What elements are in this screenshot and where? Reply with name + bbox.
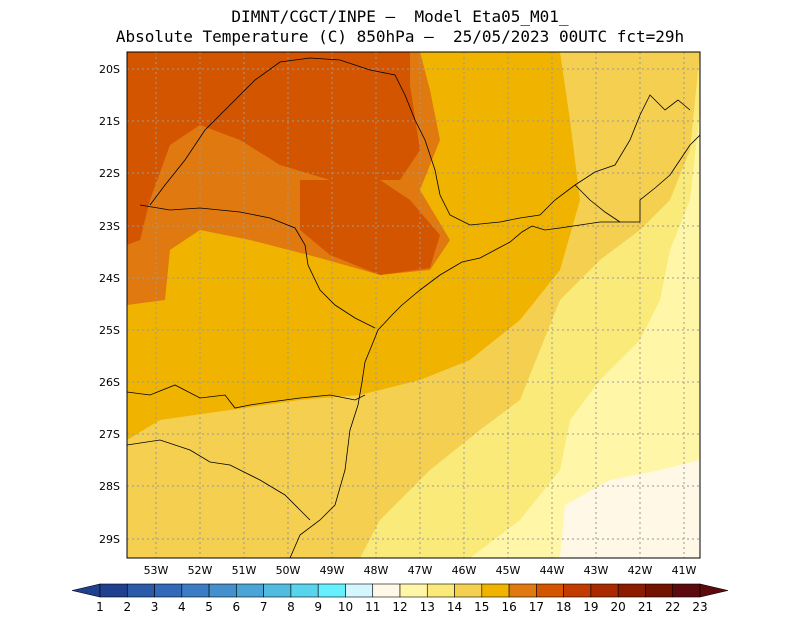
colorbar-swatch bbox=[290, 583, 319, 598]
lon-label: 41W bbox=[672, 564, 697, 577]
colorbar-label: 17 bbox=[529, 600, 544, 614]
colorbar-label: 19 bbox=[583, 600, 598, 614]
lon-label: 48W bbox=[364, 564, 389, 577]
lon-label: 51W bbox=[232, 564, 257, 577]
colorbar-swatch bbox=[590, 583, 619, 598]
state-border bbox=[127, 384, 366, 409]
lon-label: 50W bbox=[276, 564, 301, 577]
colorbar-swatch bbox=[399, 583, 428, 598]
title-line-1: DIMNT/CGCT/INPE – Model Eta05_M01_ bbox=[231, 7, 569, 26]
colorbar-arrow-right bbox=[699, 583, 729, 598]
coastline-and-borders bbox=[127, 57, 700, 558]
state-border bbox=[127, 439, 311, 521]
colorbar-swatch bbox=[345, 583, 374, 598]
colorbar-label: 13 bbox=[420, 600, 435, 614]
lat-label: 23S bbox=[99, 220, 120, 233]
colorbar-swatch bbox=[645, 583, 674, 598]
colorbar-label: 15 bbox=[474, 600, 489, 614]
colorbar-label: 11 bbox=[365, 600, 380, 614]
colorbar-swatch bbox=[208, 583, 237, 598]
lat-label: 20S bbox=[99, 63, 120, 76]
colorbar-label: 12 bbox=[392, 600, 407, 614]
map-frame bbox=[126, 51, 701, 559]
colorbar-swatch bbox=[181, 583, 210, 598]
lon-label: 46W bbox=[452, 564, 477, 577]
lon-label: 49W bbox=[320, 564, 345, 577]
colorbar-label: 2 bbox=[123, 600, 131, 614]
colorbar-swatch bbox=[563, 583, 592, 598]
colorbar-swatch bbox=[617, 583, 646, 598]
state-border bbox=[574, 184, 621, 223]
colorbar-label: 18 bbox=[556, 600, 571, 614]
colorbar-label: 1 bbox=[96, 600, 104, 614]
state-border bbox=[139, 204, 376, 329]
colorbar-swatch bbox=[454, 583, 483, 598]
colorbar-arrow-left bbox=[71, 583, 101, 598]
lon-label: 52W bbox=[188, 564, 213, 577]
colorbar-swatch bbox=[481, 583, 510, 598]
colorbar-label: 23 bbox=[692, 600, 707, 614]
colorbar-swatch bbox=[508, 583, 537, 598]
colorbar-label: 5 bbox=[205, 600, 213, 614]
lon-label: 42W bbox=[628, 564, 653, 577]
colorbar: 1 2 3 4 5 6 7 8 9 10 11 12 13 14 15 16 17 18 19 20 21 22 23 bbox=[71, 583, 729, 614]
colorbar-swatch bbox=[236, 583, 264, 598]
colorbar-label: 6 bbox=[233, 600, 241, 614]
colorbar-swatch bbox=[672, 583, 701, 598]
colorbar-label: 7 bbox=[260, 600, 268, 614]
lat-label: 22S bbox=[99, 167, 120, 180]
lat-label: 25S bbox=[99, 324, 120, 337]
colorbar-swatch bbox=[372, 583, 401, 598]
field-12 bbox=[470, 110, 700, 558]
colorbar-swatch bbox=[426, 583, 455, 598]
colorbar-label: 10 bbox=[338, 600, 353, 614]
colorbar-label: 4 bbox=[178, 600, 186, 614]
field-11 bbox=[560, 460, 700, 558]
colorbar-swatch bbox=[126, 583, 155, 598]
coastline bbox=[289, 221, 640, 558]
lat-label: 21S bbox=[99, 115, 120, 128]
lon-label: 43W bbox=[584, 564, 609, 577]
graticule bbox=[127, 52, 700, 558]
coastline bbox=[639, 134, 700, 222]
colorbar-swatch bbox=[317, 583, 346, 598]
lon-label: 47W bbox=[408, 564, 433, 577]
colorbar-label: 9 bbox=[314, 600, 322, 614]
title-line-2: Absolute Temperature (C) 850hPa – 25/05/… bbox=[115, 27, 685, 46]
field-17 bbox=[127, 52, 420, 245]
lat-label: 27S bbox=[99, 428, 120, 441]
colorbar-label: 22 bbox=[665, 600, 680, 614]
lon-label: 53W bbox=[144, 564, 169, 577]
temperature-field bbox=[127, 52, 700, 558]
colorbar-swatch bbox=[99, 583, 128, 598]
colorbar-label: 3 bbox=[151, 600, 159, 614]
colorbar-swatch bbox=[154, 583, 183, 598]
colorbar-label: 21 bbox=[638, 600, 653, 614]
colorbar-label: 16 bbox=[501, 600, 516, 614]
colorbar-swatch bbox=[536, 583, 564, 598]
state-border bbox=[539, 94, 691, 216]
lon-label: 45W bbox=[496, 564, 521, 577]
colorbar-label: 8 bbox=[287, 600, 295, 614]
lat-label: 24S bbox=[99, 272, 120, 285]
colorbar-label: 14 bbox=[447, 600, 462, 614]
lat-label: 29S bbox=[99, 533, 120, 546]
colorbar-label: 20 bbox=[611, 600, 626, 614]
lat-label: 28S bbox=[99, 480, 120, 493]
lat-label: 26S bbox=[99, 376, 120, 389]
state-border bbox=[149, 57, 541, 226]
field-17 bbox=[300, 180, 440, 275]
lon-label: 44W bbox=[540, 564, 565, 577]
latitude-labels: 20S 21S 22S 23S 24S 25S 26S 27S 28S 29S bbox=[99, 63, 120, 546]
longitude-labels: 53W 52W 51W 50W 49W 48W 47W 46W 45W 44W 43W 42W 41W bbox=[144, 564, 697, 577]
colorbar-swatch bbox=[263, 583, 292, 598]
